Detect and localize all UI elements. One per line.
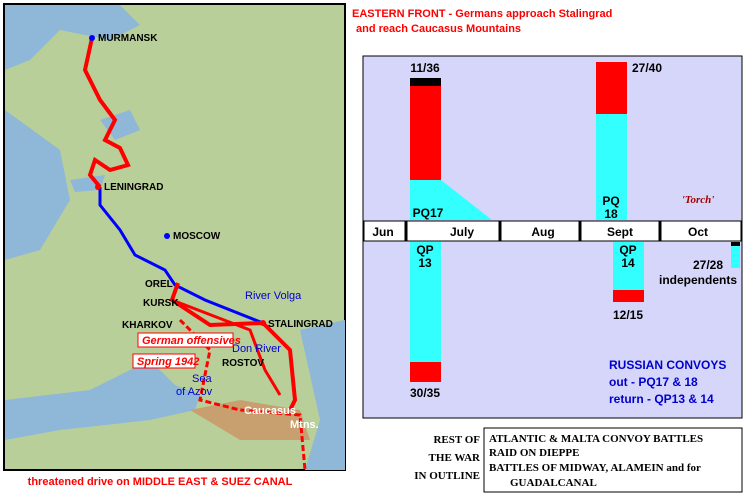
feature-label: Caucasus: [244, 405, 296, 417]
black-sea: [5, 360, 200, 440]
sea: [5, 5, 140, 70]
title: and reach Caucasus Mountains: [356, 23, 521, 35]
offensive-note: German offensives: [142, 335, 241, 347]
convoy-bar: [596, 114, 627, 220]
feature-label: River Volga: [245, 290, 302, 302]
convoy-bar: [596, 62, 627, 114]
convoy-name: 14: [621, 256, 635, 270]
outline-label: THE WAR: [429, 452, 482, 464]
city-label: OREL: [145, 279, 173, 290]
city-label: MURMANSK: [98, 33, 158, 44]
city-label: KURSK: [143, 298, 179, 309]
convoy-bar: [410, 362, 441, 382]
convoy-bar: [731, 242, 740, 246]
torch-label: 'Torch': [682, 194, 715, 206]
city-label: LENINGRAD: [104, 182, 163, 193]
city-label: ROSTOV: [222, 358, 264, 369]
outline-box: [483, 427, 743, 493]
city-dot: [95, 184, 101, 190]
convoy-bar: [410, 86, 441, 180]
loss-label: 12/15: [613, 308, 643, 322]
convoy-bar: [410, 180, 492, 220]
outline-item: BATTLES OF MIDWAY, ALAMEIN and for: [489, 462, 701, 474]
outline-item: ATLANTIC & MALTA CONVOY BATTLES: [489, 433, 703, 445]
caspian-sea: [300, 320, 345, 470]
convoy-name: PQ: [602, 194, 619, 208]
feature-label: of Azov: [176, 386, 213, 398]
convoy-name: 18: [604, 207, 618, 221]
month: July: [450, 225, 474, 239]
legend: return - QP13 & 14: [609, 392, 714, 406]
convoy-name: QP: [619, 243, 636, 257]
note-box: [137, 332, 234, 348]
outline-label: REST OF: [433, 434, 480, 446]
offensive: [171, 298, 282, 396]
convoy-name: independents: [659, 273, 737, 287]
month-separators: [404, 221, 662, 241]
city-label: STALINGRAD: [268, 319, 333, 330]
loss-label: 27/40: [632, 61, 662, 75]
offensive-note: Spring 1942: [137, 356, 199, 368]
route: [82, 37, 131, 189]
city-dot: [164, 233, 170, 239]
convoy-bar: [731, 246, 740, 268]
feature-label: Don River: [232, 343, 281, 355]
convoy-bar: [613, 242, 644, 290]
city-label: MOSCOW: [173, 231, 221, 242]
outline-item: GUADALCANAL: [510, 477, 597, 489]
outline-label: IN OUTLINE: [414, 470, 480, 482]
convoy-bar: [410, 242, 441, 362]
month: Oct: [688, 225, 708, 239]
legend: out - PQ17 & 18: [609, 375, 698, 389]
month: Jun: [372, 225, 393, 239]
convoy-bar: [410, 78, 441, 86]
map: MURMANSK LENINGRAD MOSCOW OREL KURSK KHA…: [3, 3, 346, 488]
loss-label: 11/36: [410, 61, 440, 75]
timeline: [363, 220, 742, 242]
feature-label: Mtns.: [290, 419, 319, 431]
city-dot: [89, 35, 95, 41]
convoy-name: PQ17: [413, 206, 444, 220]
loss-label: 27/28: [693, 258, 723, 272]
convoy-name: 13: [418, 256, 432, 270]
outline-item: RAID ON DIEPPE: [489, 447, 579, 459]
city-dot: [260, 320, 266, 326]
sea: [5, 110, 70, 260]
note-box: [132, 353, 196, 369]
feature-label: Sea: [192, 373, 212, 385]
loss-label: 30/35: [410, 386, 440, 400]
city-label: KHARKOV: [122, 320, 173, 331]
map-caption: threatened drive on MIDDLE EAST & SUEZ C…: [28, 476, 293, 488]
convoy-name: QP: [416, 243, 433, 257]
month: Aug: [531, 225, 554, 239]
route: [98, 187, 264, 325]
legend: RUSSIAN CONVOYS: [609, 358, 726, 372]
convoy-chart: Jun July Aug Sept Oct 11/36 PQ17 27/40 P…: [362, 55, 743, 419]
mountains: [190, 400, 310, 440]
title: EASTERN FRONT - Germans approach Staling…: [352, 8, 612, 20]
convoy-bar: [613, 290, 644, 302]
month: Sept: [607, 225, 633, 239]
